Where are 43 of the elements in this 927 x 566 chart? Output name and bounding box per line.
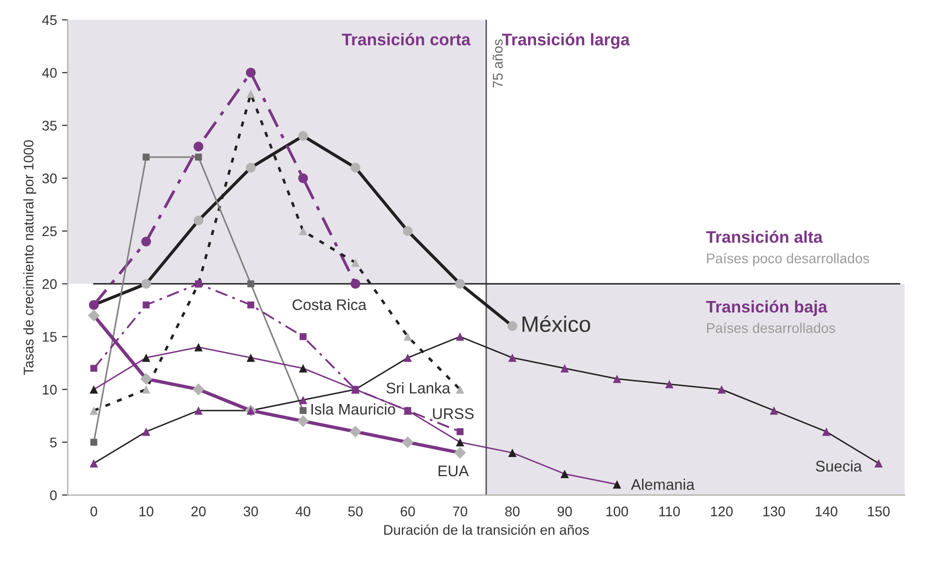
x-tick-label: 110	[659, 506, 680, 516]
x-tick-label: 120	[711, 506, 733, 516]
y-axis-title: Tasas de crecimiento natural por 1000	[23, 140, 36, 375]
annotation: Transición larga	[502, 33, 630, 49]
y-tick-label: 35	[42, 120, 57, 131]
y-tick-label: 45	[42, 15, 57, 25]
series-label: Isla Mauricio	[311, 403, 396, 415]
series-label: Alemania	[630, 478, 695, 490]
x-tick-label: 0	[90, 506, 98, 516]
x-tick-label: 80	[505, 506, 520, 516]
annotation: Países poco desarrollados	[707, 252, 870, 266]
annotation: Transición baja	[706, 300, 828, 316]
series-label: URSS	[433, 408, 474, 420]
y-tick-label: 10	[42, 384, 57, 395]
x-tick-label: 20	[191, 506, 206, 516]
x-tick-label: 50	[348, 506, 363, 516]
y-tick-label: 20	[42, 279, 57, 289]
series-label: Sri Lanka	[386, 382, 450, 394]
x-tick-label: 150	[868, 506, 890, 516]
x-tick-label: 40	[296, 506, 310, 516]
y-tick-label: 40	[42, 68, 57, 78]
x-tick-label: 100	[606, 506, 628, 516]
annotation: Países desarrollados	[707, 322, 836, 333]
series-label: EUA	[438, 466, 469, 476]
series-label: México	[522, 315, 590, 332]
x-tick-label: 90	[558, 506, 572, 516]
y-tick-label: 0	[50, 490, 57, 500]
y-tick-label: 30	[42, 174, 57, 184]
series-label: Costa Rica	[292, 298, 367, 310]
x-axis-title: Duración de la transición en años	[384, 524, 589, 535]
x-tick-label: 30	[244, 506, 258, 516]
series-label: Suecia	[816, 460, 862, 472]
annotation: Transición corta	[342, 33, 471, 46]
y-tick-label: 25	[42, 226, 57, 236]
x-tick-label: 60	[400, 506, 415, 516]
x-tick-label: 130	[763, 506, 786, 516]
x-tick-label: 140	[816, 506, 838, 516]
x-tick-label: 10	[139, 506, 154, 516]
y-tick-label: 15	[42, 332, 57, 342]
ref-line-label: 75 años	[492, 39, 503, 88]
x-tick-label: 70	[453, 506, 468, 516]
annotation: Transición alta	[706, 230, 823, 243]
y-tick-label: 5	[50, 438, 57, 448]
